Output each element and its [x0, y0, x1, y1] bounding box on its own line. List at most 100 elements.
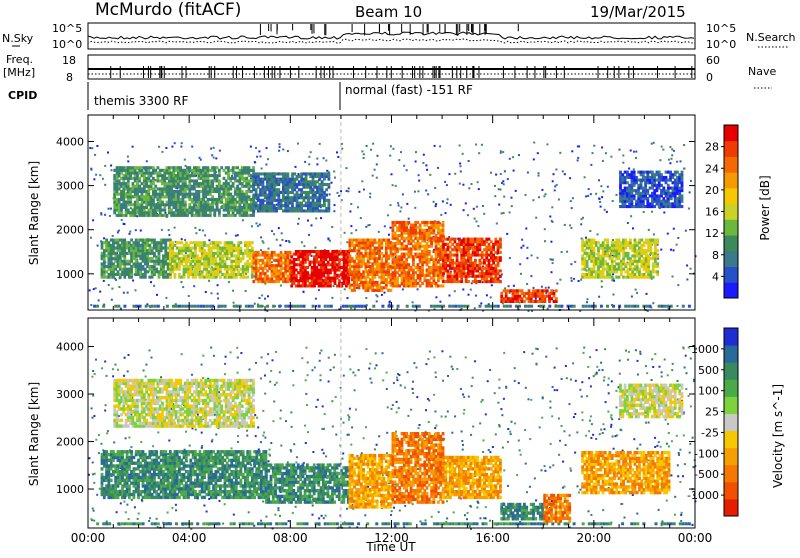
- ground-pixel: [548, 305, 551, 308]
- scatter-pixel: [515, 190, 517, 192]
- scatter-pixel: [651, 211, 653, 213]
- scatter-pixel: [90, 237, 92, 239]
- scatter-pixel: [577, 159, 579, 161]
- ground-pixel: [573, 305, 576, 308]
- scatter-pixel: [325, 160, 327, 162]
- freq-trace: [88, 66, 695, 78]
- data-cell: [548, 300, 551, 303]
- data-cell: [153, 252, 156, 255]
- scatter-pixel: [467, 214, 469, 216]
- beam-title: Beam 10: [355, 3, 422, 21]
- scatter-pixel: [279, 146, 281, 148]
- scatter-pixel: [384, 292, 386, 294]
- ground-pixel: [688, 305, 691, 308]
- data-cell: [460, 277, 463, 280]
- data-cell: [604, 260, 607, 263]
- scatter-pixel: [350, 225, 352, 227]
- scatter-pixel: [577, 157, 579, 159]
- data-cell: [112, 276, 115, 279]
- data-cell: [347, 277, 350, 280]
- scatter-pixel: [259, 224, 261, 226]
- data-cell: [152, 177, 155, 180]
- scatter-pixel: [267, 295, 269, 297]
- data-cell: [201, 270, 204, 273]
- data-cell: [499, 240, 502, 243]
- scatter-pixel: [501, 212, 503, 214]
- ground-pixel: [530, 305, 533, 308]
- ground-pixel: [327, 305, 330, 308]
- data-cell: [494, 238, 497, 241]
- scatter-pixel: [585, 237, 587, 239]
- cpid-label: CPID: [8, 89, 37, 102]
- data-cell: [158, 252, 161, 255]
- scatter-pixel: [500, 152, 502, 154]
- ground-pixel: [430, 305, 433, 308]
- scatter-pixel: [369, 196, 371, 198]
- scatter-pixel: [622, 155, 624, 157]
- ground-pixel: [372, 305, 375, 308]
- ground-pixel: [202, 305, 205, 308]
- ground-pixel: [117, 305, 120, 308]
- data-cell: [652, 276, 655, 279]
- scatter-pixel: [208, 239, 210, 241]
- ground-pixel: [600, 305, 603, 308]
- data-cell: [187, 276, 190, 279]
- data-cell: [544, 300, 547, 303]
- scatter-pixel: [470, 276, 472, 278]
- scatter-pixel: [502, 151, 504, 153]
- ground-pixel: [284, 305, 287, 308]
- ground-pixel: [345, 305, 348, 308]
- scatter-pixel: [376, 177, 378, 179]
- scatter-pixel: [395, 185, 397, 187]
- scatter-pixel: [574, 261, 576, 263]
- ground-pixel: [296, 305, 299, 308]
- data-cell: [442, 226, 445, 229]
- scatter-pixel: [551, 271, 553, 273]
- data-cell: [555, 297, 558, 300]
- scatter-pixel: [547, 308, 549, 310]
- scatter-pixel: [346, 167, 348, 169]
- scatter-pixel: [587, 195, 589, 197]
- data-cell: [174, 273, 177, 276]
- scatter-pixel: [165, 147, 167, 149]
- scatter-pixel: [333, 285, 335, 287]
- ground-pixel: [221, 305, 224, 308]
- scatter-pixel: [281, 239, 283, 241]
- scatter-pixel: [415, 151, 417, 153]
- scatter-pixel: [288, 240, 290, 242]
- data-cell: [242, 257, 245, 260]
- ground-pixel: [570, 305, 573, 308]
- scatter-pixel: [346, 241, 348, 243]
- scatter-pixel: [503, 196, 505, 198]
- scatter-pixel: [337, 192, 339, 194]
- scatter-pixel: [686, 279, 688, 281]
- data-cell: [169, 239, 172, 242]
- scatter-pixel: [254, 161, 256, 163]
- ground-pixel: [196, 305, 199, 308]
- data-cell: [119, 276, 122, 279]
- scatter-pixel: [552, 262, 554, 264]
- data-cell: [295, 269, 298, 272]
- scatter-pixel: [315, 298, 317, 300]
- scatter-pixel: [311, 224, 313, 226]
- scatter-pixel: [361, 150, 363, 152]
- scatter-pixel: [555, 169, 557, 171]
- ground-pixel: [123, 305, 126, 308]
- scatter-pixel: [162, 151, 164, 153]
- scatter-pixel: [622, 162, 624, 164]
- data-cell: [164, 241, 167, 244]
- ground-pixel: [154, 305, 157, 308]
- ground-pixel: [248, 305, 251, 308]
- scatter-pixel: [110, 165, 112, 167]
- ground-pixel: [633, 305, 636, 308]
- data-cell: [196, 254, 199, 257]
- scatter-pixel: [483, 213, 485, 215]
- data-cell: [456, 251, 459, 254]
- data-cell: [492, 246, 495, 249]
- scatter-pixel: [425, 190, 427, 192]
- ground-pixel: [357, 305, 360, 308]
- scatter-pixel: [449, 295, 451, 297]
- scatter-pixel: [478, 188, 480, 190]
- ground-pixel: [524, 305, 527, 308]
- scatter-pixel: [636, 292, 638, 294]
